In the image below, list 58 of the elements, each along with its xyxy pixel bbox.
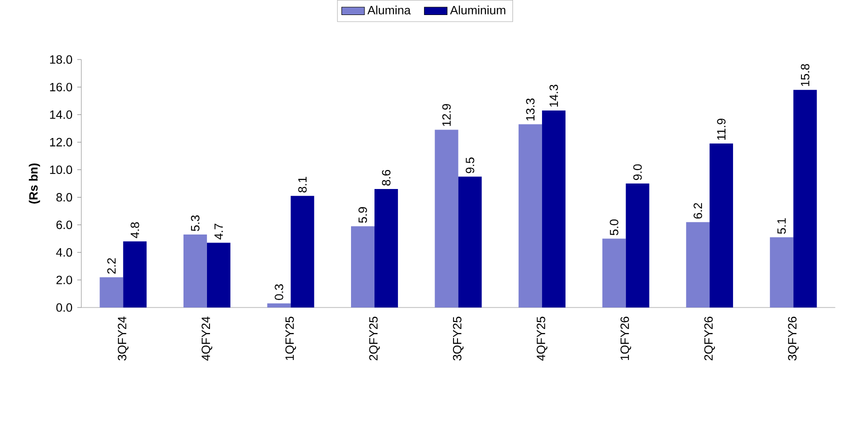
x-tick-label: 2QFY26 bbox=[704, 316, 715, 360]
data-label: 2.2 bbox=[107, 258, 116, 274]
data-label: 6.2 bbox=[694, 202, 702, 218]
x-tick-label: 1QFY26 bbox=[620, 316, 632, 360]
data-label: 12.9 bbox=[442, 104, 451, 126]
data-label: 5.0 bbox=[610, 219, 618, 236]
data-label: 4.7 bbox=[214, 224, 223, 240]
bar bbox=[542, 110, 566, 308]
data-label: 5.9 bbox=[358, 207, 368, 223]
bar bbox=[793, 90, 817, 308]
bar bbox=[602, 238, 626, 308]
legend-label: Alumina bbox=[367, 5, 411, 14]
bar bbox=[290, 196, 314, 308]
bar bbox=[626, 183, 650, 308]
bar bbox=[458, 176, 482, 308]
y-tick-label: 6.0 bbox=[56, 220, 72, 229]
data-label: 4.8 bbox=[130, 222, 140, 238]
y-tick-label: 2.0 bbox=[56, 276, 72, 284]
bar bbox=[374, 188, 398, 308]
x-tick-label: 3QFY26 bbox=[788, 316, 799, 360]
data-label: 8.1 bbox=[298, 176, 307, 192]
data-label: 5.1 bbox=[777, 218, 786, 234]
y-axis-title: (Rs bn) bbox=[28, 163, 40, 204]
legend-label: Aluminium bbox=[450, 5, 506, 14]
y-tick-label: 16.0 bbox=[50, 82, 72, 92]
data-label: 0.3 bbox=[274, 284, 284, 300]
y-tick-label: 0.0 bbox=[56, 303, 72, 312]
bar bbox=[100, 277, 124, 308]
data-label: 11.9 bbox=[717, 118, 726, 140]
y-tick-label: 8.0 bbox=[56, 192, 72, 202]
x-tick-label: 3QFY24 bbox=[118, 316, 128, 360]
data-label: 15.8 bbox=[800, 64, 810, 86]
bar bbox=[123, 241, 147, 308]
x-tick-label: 2QFY25 bbox=[369, 316, 380, 360]
data-label: 9.5 bbox=[466, 157, 474, 174]
bar bbox=[518, 124, 542, 308]
y-tick-label: 4.0 bbox=[56, 248, 72, 257]
data-label: 5.3 bbox=[190, 215, 200, 231]
bar bbox=[351, 226, 374, 308]
x-tick-label: 1QFY25 bbox=[285, 316, 296, 360]
bar bbox=[183, 234, 207, 308]
x-tick-label: 3QFY25 bbox=[452, 316, 464, 360]
bar bbox=[434, 130, 458, 308]
y-tick-label: 14.0 bbox=[50, 110, 72, 119]
x-tick-label: 4QFY25 bbox=[536, 316, 548, 361]
data-label: 8.6 bbox=[382, 170, 390, 186]
bar bbox=[206, 242, 230, 308]
bar bbox=[267, 303, 291, 308]
bar bbox=[710, 143, 734, 308]
bar bbox=[770, 237, 794, 308]
y-tick-label: 12.0 bbox=[50, 138, 72, 146]
data-label: 13.3 bbox=[526, 98, 535, 120]
y-tick-label: 10.0 bbox=[50, 165, 72, 174]
data-label: 14.3 bbox=[550, 84, 558, 107]
y-tick-label: 18.0 bbox=[50, 55, 72, 64]
bar bbox=[686, 222, 710, 308]
x-tick-label: 4QFY24 bbox=[202, 316, 212, 361]
data-label: 9.0 bbox=[633, 164, 642, 180]
